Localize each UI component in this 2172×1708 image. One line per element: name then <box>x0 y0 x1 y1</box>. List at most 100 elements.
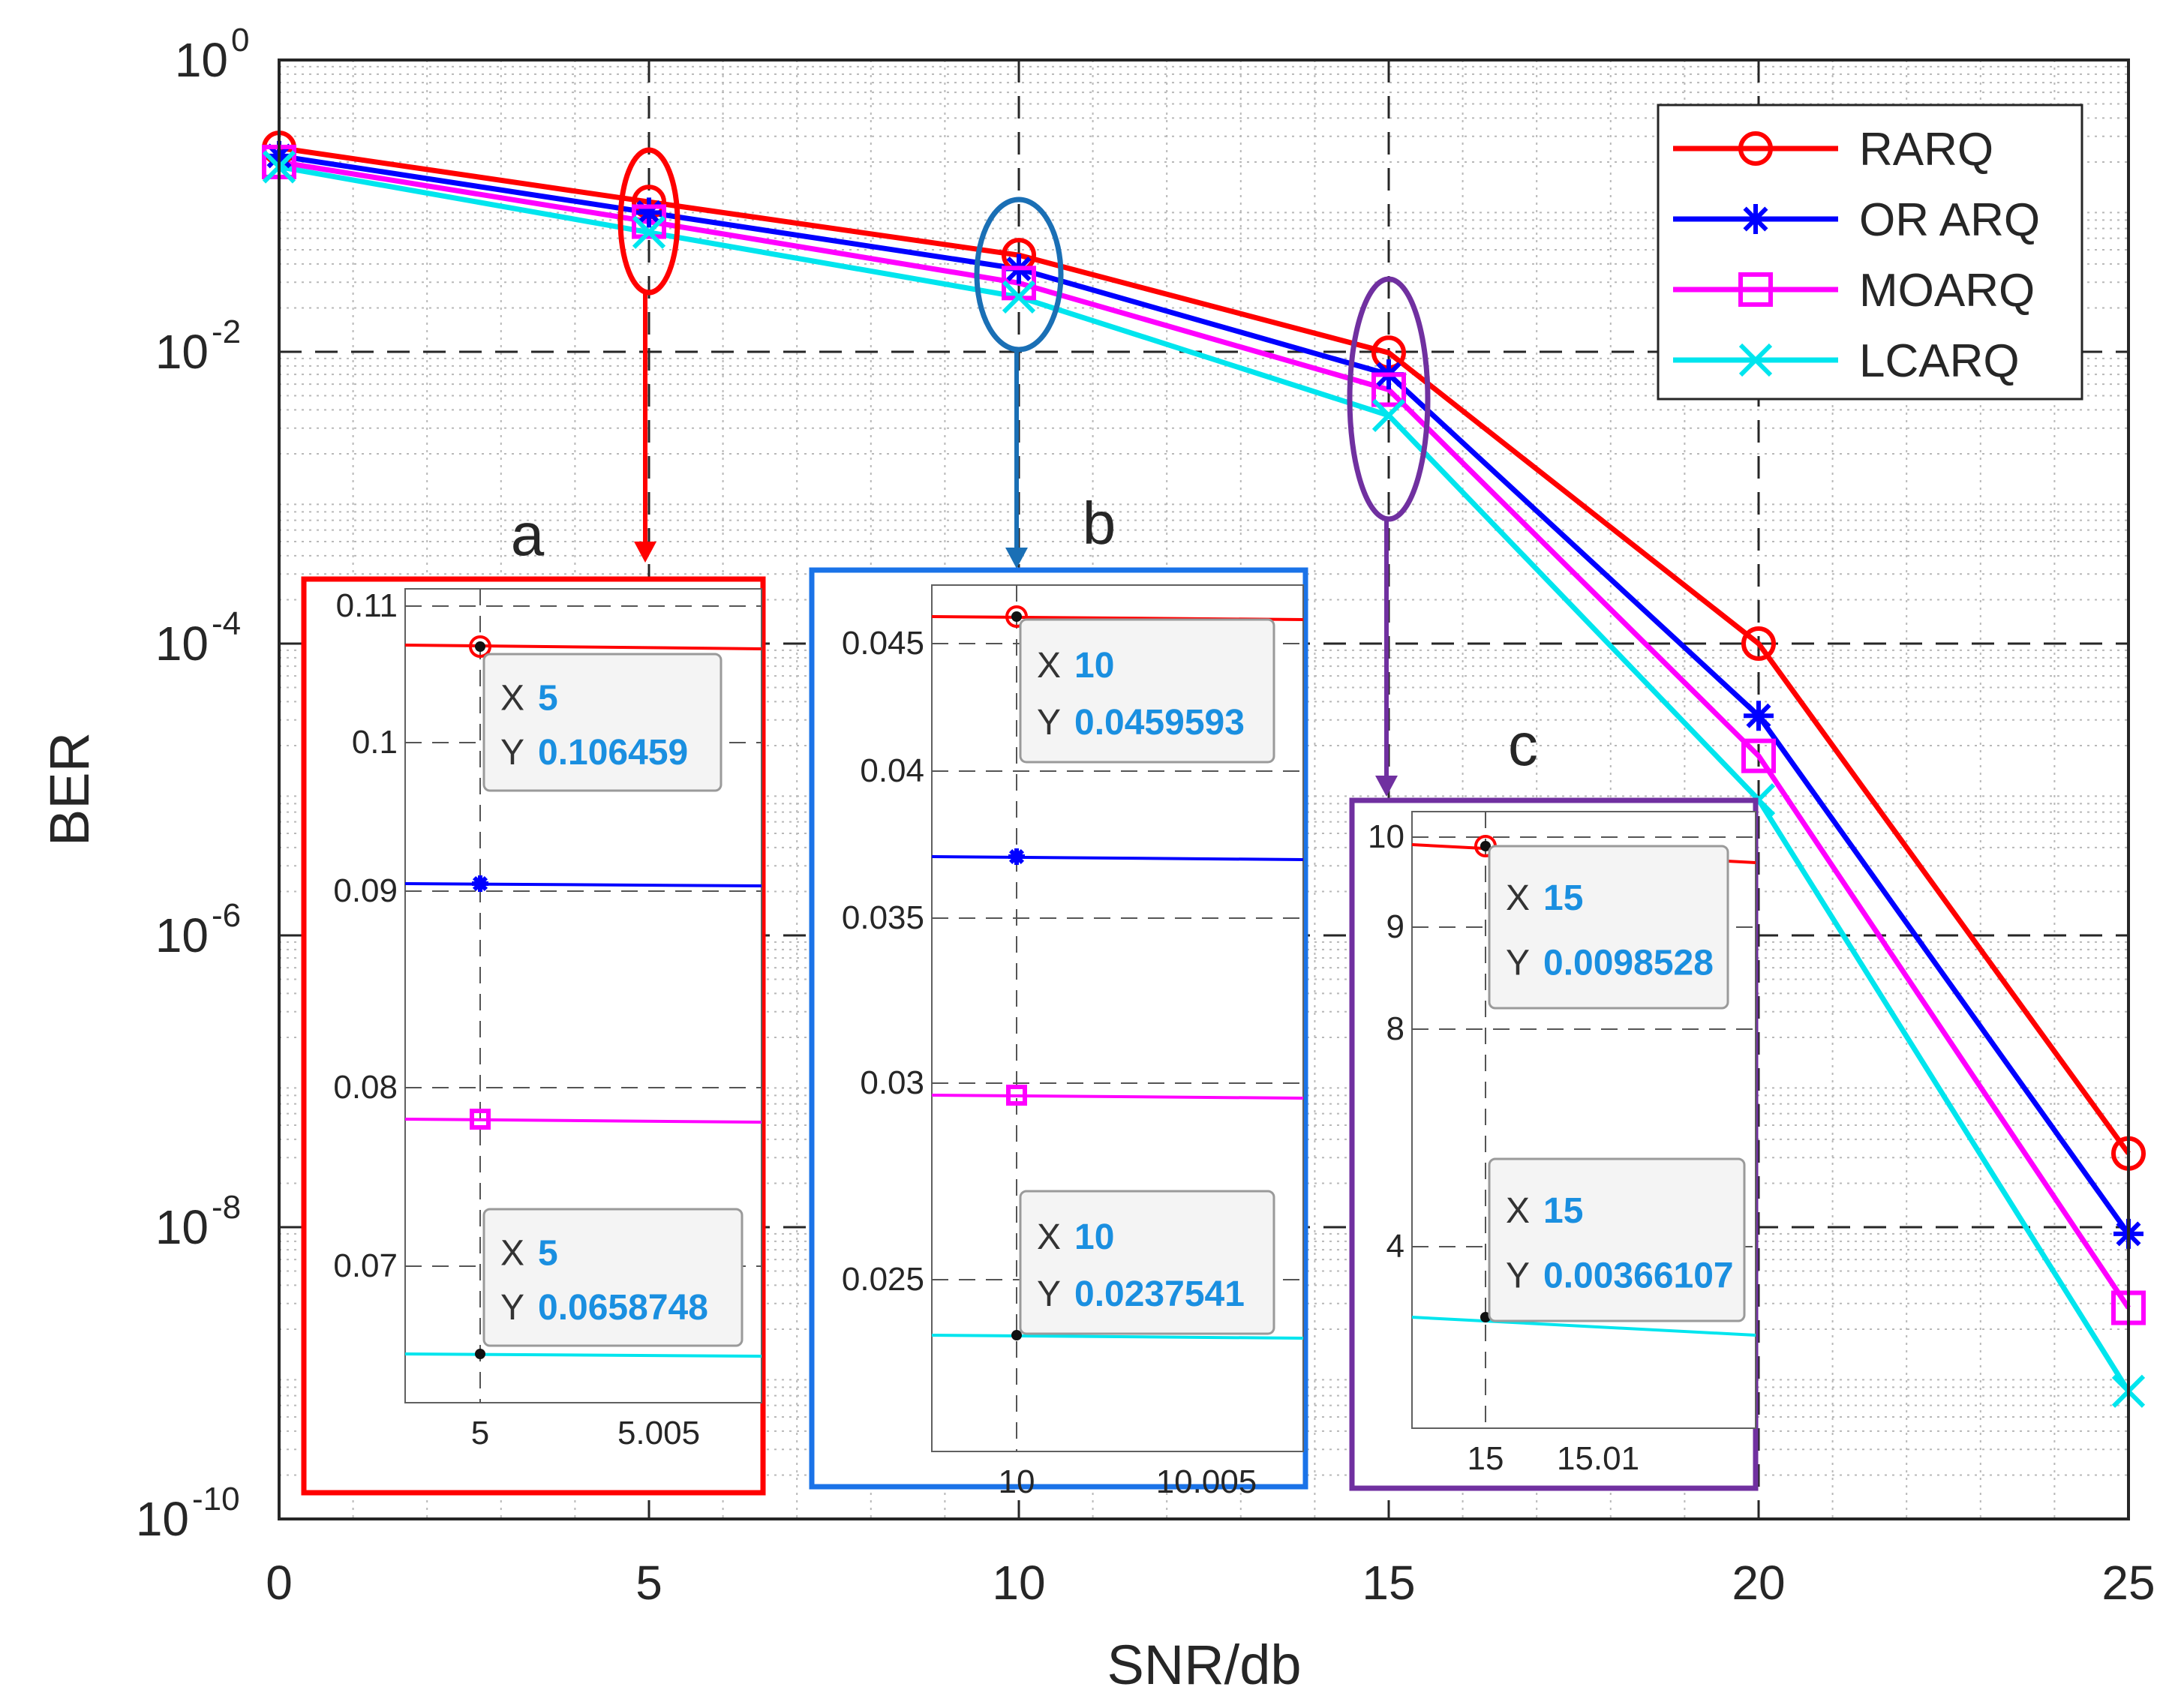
y-tick-exponent: -8 <box>212 1189 241 1226</box>
inset-y-tick-label: 0.08 <box>333 1069 398 1106</box>
legend-label: OR ARQ <box>1859 194 2040 246</box>
y-tick-exponent: -6 <box>212 897 241 934</box>
y-tick-base: 10 <box>175 33 228 87</box>
datatip-y-value: 0.106459 <box>538 733 688 773</box>
series-line-or-arq <box>278 153 2131 1235</box>
datatip-box <box>1019 618 1275 764</box>
inset-series-line <box>404 644 762 650</box>
datatip-x-value: 10 <box>1074 646 1114 686</box>
inset-x-tick-label: 15 <box>1468 1440 1504 1477</box>
inset-y-tick-label: 0.045 <box>842 625 924 662</box>
inset-label: a <box>511 501 545 568</box>
inset-y-tick-label: 4 <box>1386 1228 1404 1265</box>
datatip-x-value: 5 <box>538 678 558 718</box>
inset-y-tick-label: 0.04 <box>860 752 924 789</box>
x-axis-label: SNR/db <box>1107 1634 1301 1696</box>
legend-label: MOARQ <box>1859 265 2035 317</box>
inset-datatip-dot <box>1011 611 1022 622</box>
inset-x-tick-label: 10.005 <box>1156 1463 1257 1500</box>
datatip-y-value: 0.0237541 <box>1074 1274 1245 1314</box>
inset-x-tick-label: 10 <box>999 1463 1035 1500</box>
datatip-x-value: 15 <box>1543 1191 1583 1231</box>
datatip: X 10 Y 0.0237541 <box>1019 1190 1275 1335</box>
inset-c: c 10 9 8 4 15 15.01 X 15 Y 0.0098528 X 15 Y 0.00366107 <box>1349 711 1759 1491</box>
legend-swatch-marker <box>1738 131 1773 166</box>
inset-datatip-dot <box>1011 1330 1022 1340</box>
x-tick-label: 5 <box>635 1556 662 1610</box>
inset-series-line <box>404 1118 762 1124</box>
inset-datatip-ring <box>469 635 491 658</box>
inset-datatip-dot <box>475 641 485 652</box>
y-tick-base: 10 <box>155 325 209 379</box>
datatip-box <box>482 1208 744 1347</box>
datatip-y-value: 0.00366107 <box>1543 1256 1734 1295</box>
y-tick-exponent: -10 <box>192 1481 240 1517</box>
inset-series-marker <box>1006 1085 1027 1106</box>
data-point-lcarq <box>1371 398 1406 432</box>
inset-series-marker <box>470 1109 491 1130</box>
data-point-or-arq <box>1744 701 1774 731</box>
datatip-y-label: Y <box>1037 703 1061 743</box>
datatip-x-value: 10 <box>1074 1217 1114 1257</box>
inset-y-tick-label: 8 <box>1386 1010 1404 1047</box>
y-tick-base: 10 <box>136 1492 189 1546</box>
legend-swatch-marker <box>1738 272 1773 307</box>
datatip: X 5Y 0.0658748 <box>482 1208 744 1347</box>
x-tick-label: 25 <box>2101 1556 2155 1610</box>
inset-datatip-dot <box>1480 841 1491 851</box>
inset-series-marker <box>1008 848 1025 865</box>
datatip-box <box>1019 1190 1275 1335</box>
datatip-y-label: Y <box>1506 1256 1530 1295</box>
datatip-box <box>482 653 722 792</box>
inset-x-tick-label: 5.005 <box>617 1415 700 1451</box>
datatip: X 5Y 0.106459 <box>482 653 722 792</box>
data-point-moarq <box>1741 738 1776 773</box>
x-tick-label: 10 <box>992 1556 1045 1610</box>
datatip-x-label: X <box>1506 878 1530 918</box>
y-tick-label: 10 0 <box>175 22 250 87</box>
inset-y-tick-label: 0.11 <box>336 587 398 624</box>
datatip-y-value: 0.0658748 <box>538 1288 708 1328</box>
legend-entry: RARQ <box>1673 124 1993 176</box>
inset-y-tick-label: 0.03 <box>860 1064 924 1101</box>
datatip: X 10 Y 0.0459593 <box>1019 618 1275 764</box>
inset-series-line <box>1411 1316 1756 1337</box>
y-tick-exponent: 0 <box>231 22 249 59</box>
y-tick-label: 10 -4 <box>155 605 241 671</box>
inset-y-tick-label: 0.025 <box>842 1261 924 1298</box>
inset-label: c <box>1508 711 1538 778</box>
datatip: X 15 Y 0.0098528 <box>1488 845 1729 1010</box>
data-point-lcarq <box>632 215 666 249</box>
datatip-x-value: 5 <box>538 1233 558 1273</box>
y-tick-label: 10 -6 <box>155 897 241 962</box>
y-tick-exponent: -2 <box>212 314 241 350</box>
zoom-region-ellipse <box>617 147 680 296</box>
datatip: X 15 Y 0.00366107 <box>1488 1157 1746 1322</box>
datatip-x-label: X <box>500 1233 524 1273</box>
datatip-x-label: X <box>500 678 524 718</box>
inset-series-line <box>931 855 1304 861</box>
legend-entry: OR ARQ <box>1673 194 2040 246</box>
datatip-x-label: X <box>1506 1191 1530 1231</box>
inset-y-tick-label: 0.1 <box>352 724 398 761</box>
inset-b: b 0.045 0.04 0.035 0.03 0.025 10 10.005 X 10 Y 0.04… <box>809 490 1308 1500</box>
datatip-x-label: X <box>1037 1217 1061 1257</box>
series-line-moarq <box>278 159 2131 1310</box>
inset-x-tick-label: 15.01 <box>1557 1440 1639 1477</box>
data-point-lcarq <box>1002 280 1036 314</box>
inset-series-marker <box>472 875 488 892</box>
y-tick-exponent: -4 <box>212 605 241 642</box>
data-point-moarq <box>632 204 666 239</box>
datatip-box <box>1488 845 1729 1010</box>
inset-label: b <box>1083 490 1116 557</box>
legend-swatch-marker <box>1741 204 1771 234</box>
inset-series-line <box>931 1094 1304 1100</box>
inset-y-tick-label: 9 <box>1386 908 1404 945</box>
zoom-annotations <box>617 147 1431 797</box>
y-tick-label: 10 -8 <box>155 1189 241 1254</box>
legend-box <box>1657 104 2083 401</box>
legend: RARQ OR ARQ MOARQ LCARQ <box>1657 104 2083 401</box>
